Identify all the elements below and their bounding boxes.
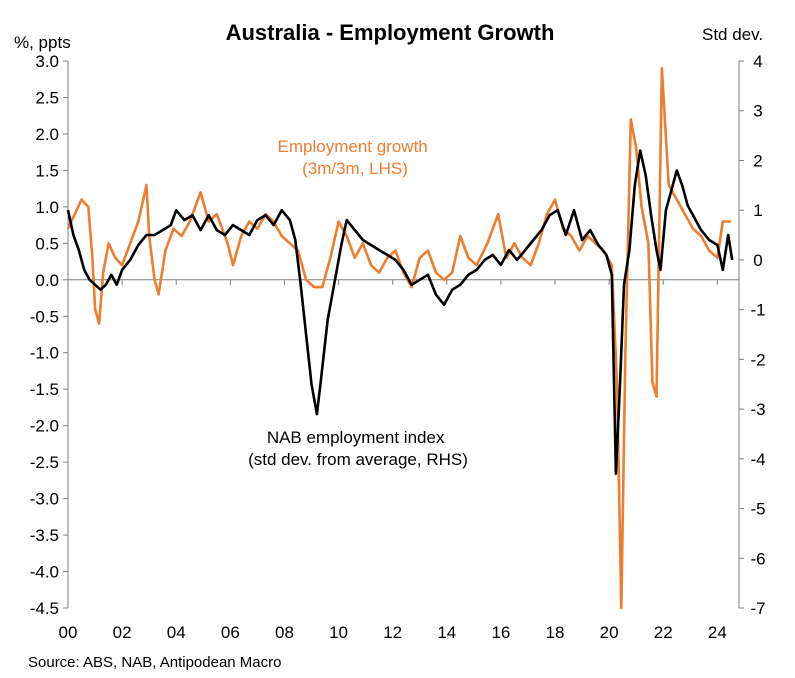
x-tick-label: 14: [437, 623, 456, 642]
chart-title: Australia - Employment Growth: [226, 20, 555, 45]
right-tick-label: -2: [750, 350, 765, 369]
x-tick-label: 02: [113, 623, 132, 642]
left-tick-label: 1.5: [35, 161, 59, 180]
series-layer: [66, 67, 734, 610]
right-tick-label: -5: [750, 500, 765, 519]
right-tick-label: 4: [753, 52, 762, 71]
left-tick-label: 0.0: [35, 271, 59, 290]
right-tick-label: -1: [750, 301, 765, 320]
employment-annotation: Employment growth (3m/3m, LHS): [278, 137, 433, 178]
right-tick-label: 3: [753, 102, 762, 121]
right-axis-ticks: 4 3 2 1 0 -1 -2 -3 -4 -5 -6 -7: [739, 52, 766, 618]
x-tick-label: 22: [654, 623, 673, 642]
x-tick-label: 18: [546, 623, 565, 642]
x-tick-label: 10: [329, 623, 348, 642]
x-tick-label: 24: [708, 623, 727, 642]
left-tick-label: 3.0: [35, 52, 59, 71]
left-tick-label: -4.0: [30, 563, 59, 582]
left-tick-label: -2.5: [30, 453, 59, 472]
right-tick-label: 2: [753, 151, 762, 170]
source-note: Source: ABS, NAB, Antipodean Macro: [28, 654, 281, 671]
employment-annotation-line1: Employment growth: [278, 137, 428, 156]
left-tick-label: -1.0: [30, 344, 59, 363]
left-axis-ticks: 3.0 2.5 2.0 1.5 1.0 0.5 0.0 -0.5 -1.0 -1.5 -2.0 -2.…: [30, 52, 68, 618]
nab-annotation: NAB employment index (std dev. from aver…: [248, 428, 468, 469]
x-tick-label: 06: [221, 623, 240, 642]
left-tick-label: -2.0: [30, 417, 59, 436]
x-tick-label: 08: [275, 623, 294, 642]
right-tick-label: -7: [750, 599, 765, 618]
right-tick-label: -6: [750, 549, 765, 568]
nab-annotation-line1: NAB employment index: [267, 428, 445, 447]
left-tick-label: 0.5: [35, 234, 59, 253]
right-tick-label: 1: [753, 201, 762, 220]
left-axis-unit: %, ppts: [14, 33, 71, 52]
right-axis-unit: Std dev.: [702, 25, 763, 44]
left-tick-label: -1.5: [30, 380, 59, 399]
x-tick-label: 12: [383, 623, 402, 642]
right-tick-label: 0: [753, 251, 762, 270]
left-tick-label: -4.5: [30, 599, 59, 618]
right-tick-label: -4: [750, 450, 765, 469]
left-tick-label: 2.0: [35, 125, 59, 144]
x-axis-ticks: 00 02 04 06 08 10 12 14 16 18 20 22 24: [59, 279, 727, 642]
x-tick-label: 16: [491, 623, 510, 642]
left-tick-label: 2.5: [35, 88, 59, 107]
nab-index-line: [66, 149, 734, 475]
employment-growth-line: [66, 67, 731, 610]
x-tick-label: 04: [167, 623, 186, 642]
x-tick-label: 00: [59, 623, 78, 642]
x-tick-label: 20: [600, 623, 619, 642]
left-tick-label: -3.5: [30, 526, 59, 545]
employment-annotation-line2: (3m/3m, LHS): [302, 159, 408, 178]
right-tick-label: -3: [750, 400, 765, 419]
nab-annotation-line2: (std dev. from average, RHS): [248, 450, 468, 469]
left-tick-label: -3.0: [30, 490, 59, 509]
left-tick-label: 1.0: [35, 198, 59, 217]
left-tick-label: -0.5: [30, 307, 59, 326]
